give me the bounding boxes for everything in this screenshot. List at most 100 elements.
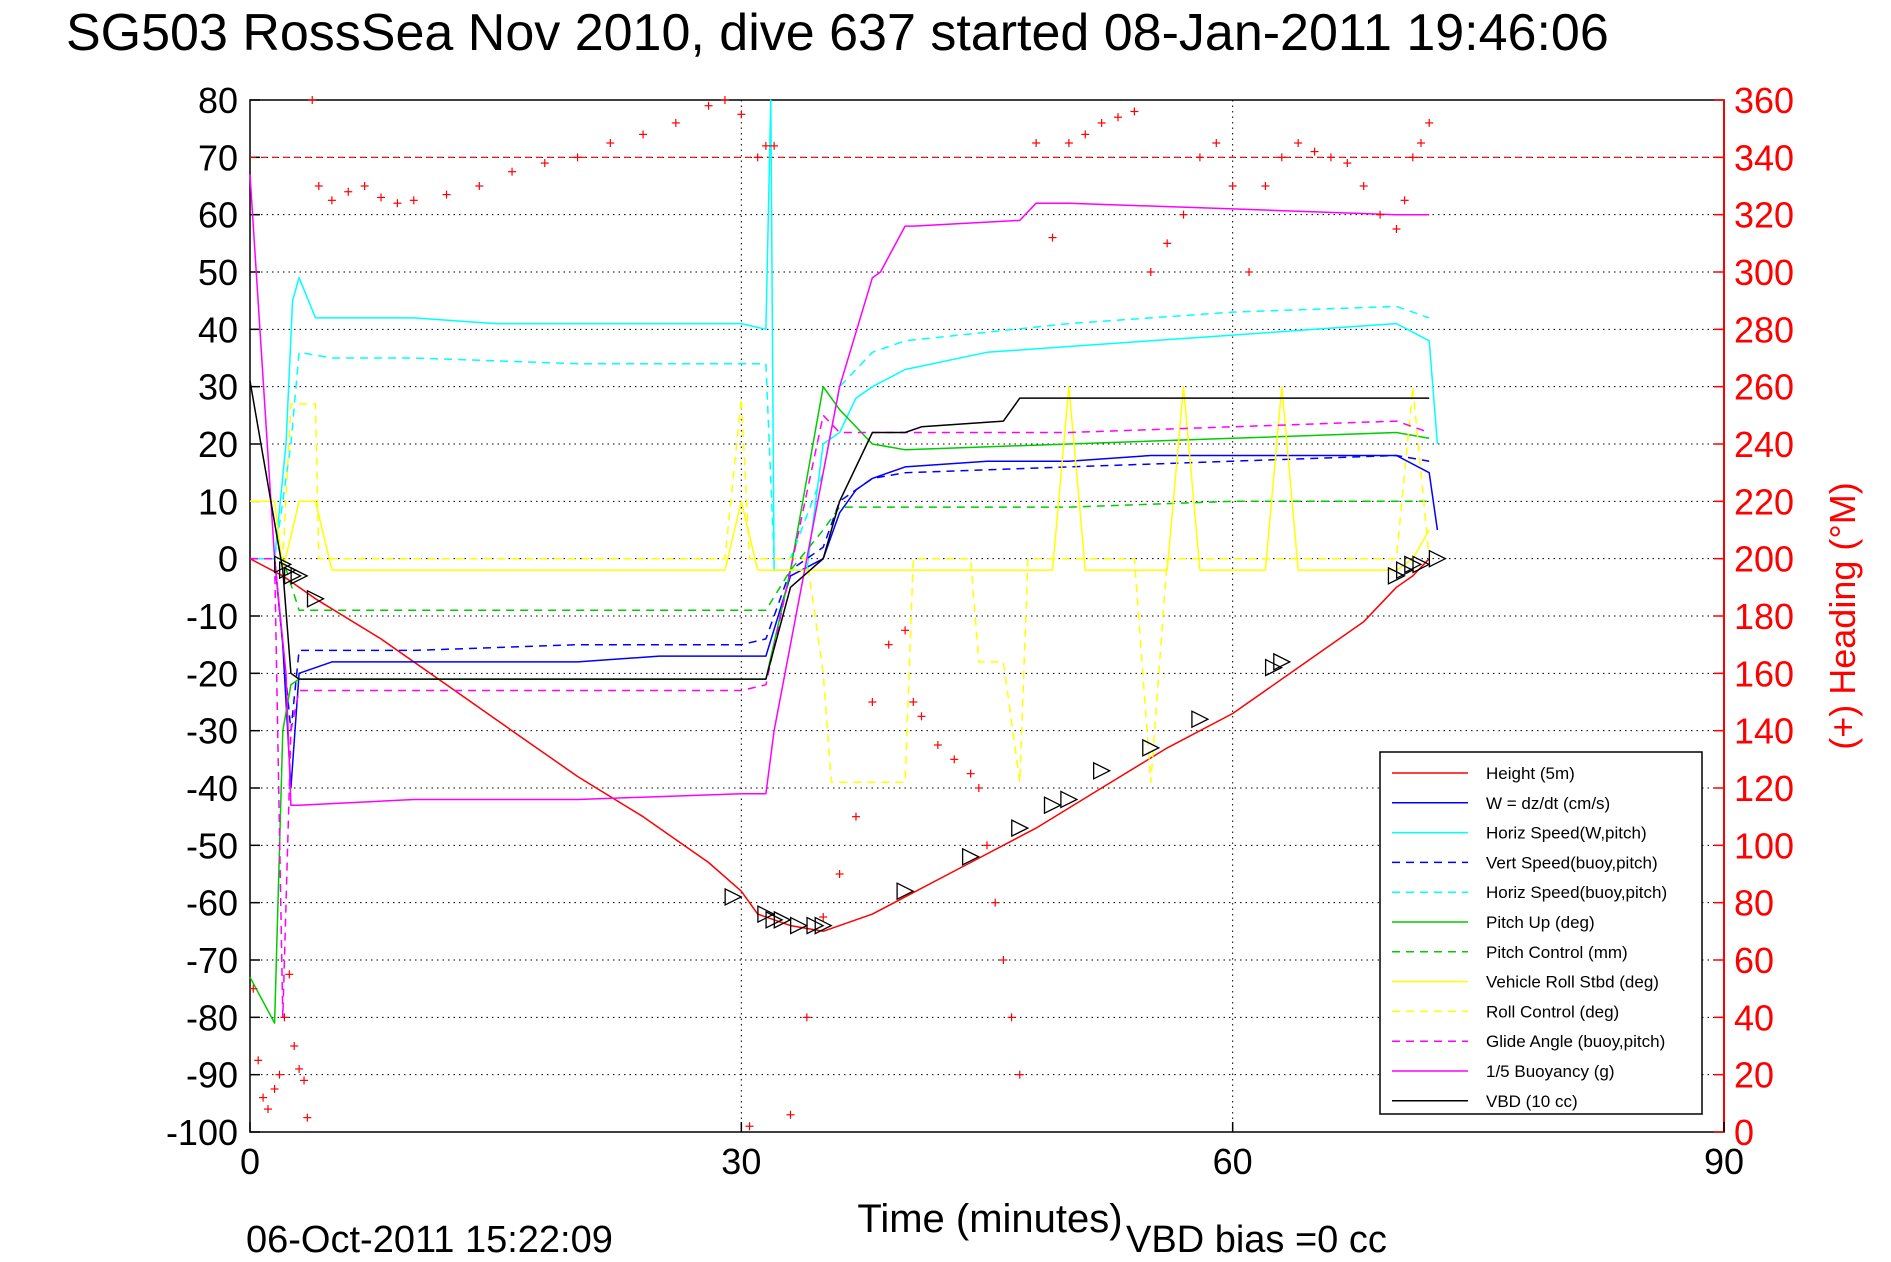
y-tick-label: 80: [198, 80, 238, 121]
heading-point: [933, 741, 942, 749]
heading-point: [909, 698, 918, 706]
y-tick-label: -80: [186, 997, 238, 1038]
heading-point: [409, 196, 418, 205]
heading-point: [1294, 139, 1303, 147]
heading-point: [1245, 268, 1254, 276]
event-marker: [283, 566, 303, 585]
heading-point: [851, 812, 860, 821]
y-tick-label: -60: [186, 883, 238, 924]
y-tick-label: -100: [166, 1112, 238, 1153]
legend-label-11: VBD (10 cc): [1486, 1092, 1578, 1111]
chart-title: SG503 RossSea Nov 2010, dive 637 started…: [66, 4, 1609, 62]
heading-point: [761, 141, 770, 150]
event-marker: [1412, 555, 1431, 574]
heading-point: [508, 167, 517, 176]
series-line-9: [250, 414, 1430, 1019]
heading-point: [606, 139, 615, 147]
footer-vbd-bias: VBD bias =0 cc: [1126, 1219, 1387, 1261]
legend-label-3: Vert Speed(buoy,pitch): [1486, 853, 1658, 872]
event-marker: [896, 882, 915, 901]
heading-point: [300, 1076, 309, 1085]
series-line-5: [249, 385, 1430, 1024]
event-marker: [1191, 710, 1210, 729]
legend-label-10: 1/5 Buoyancy (g): [1486, 1062, 1615, 1081]
y2-tick-label: 300: [1734, 252, 1794, 293]
legend: Height (5m) W = dz/dt (cm/s) Horiz Speed(W…: [1379, 751, 1703, 1115]
heading-point: [1359, 182, 1368, 190]
heading-point: [280, 1013, 289, 1022]
heading-point: [475, 182, 484, 190]
y2-tick-label: 120: [1734, 768, 1794, 809]
heading-point: [999, 956, 1008, 964]
series-line-11: [249, 380, 1430, 680]
event-marker: [274, 555, 293, 574]
heading-point: [295, 1064, 304, 1073]
heading-point: [835, 870, 844, 878]
heading-point: [285, 970, 294, 979]
y-tick-label: -30: [186, 711, 238, 752]
heading-point: [1007, 1013, 1016, 1022]
x-axis-label: Time (minutes): [857, 1197, 1122, 1241]
heading-point: [249, 984, 258, 993]
heading-point: [720, 96, 729, 104]
y-tick-label: 40: [198, 309, 238, 350]
legend-label-6: Pitch Control (mm): [1486, 943, 1628, 962]
series-line-2: [250, 99, 1439, 571]
y2-tick-label: 140: [1734, 711, 1794, 752]
event-marker: [306, 589, 325, 608]
heading-point: [442, 190, 451, 199]
heading-point: [974, 784, 983, 792]
heading-point: [1179, 210, 1188, 219]
y-tick-label: -20: [186, 653, 238, 694]
y2-tick-label: 340: [1734, 137, 1794, 178]
heading-point: [950, 755, 959, 764]
y-tick-label: -70: [186, 940, 238, 981]
heading-point: [1097, 118, 1106, 127]
heading-point: [639, 130, 648, 139]
legend-label-9: Glide Angle (buoy,pitch): [1486, 1032, 1665, 1051]
heading-point: [1408, 153, 1417, 162]
y2-tick-label: 80: [1734, 883, 1774, 924]
series-line-3: [250, 454, 1430, 732]
heading-point: [344, 187, 353, 196]
heading-point: [1048, 233, 1057, 242]
legend-label-7: Vehicle Roll Stbd (deg): [1486, 973, 1659, 992]
heading-point: [1425, 118, 1434, 127]
x-tick-label: 30: [721, 1141, 761, 1182]
y2-tick-label: 200: [1734, 539, 1794, 580]
event-markers: [274, 549, 1447, 935]
heading-point: [1195, 153, 1204, 162]
heading-point: [1343, 159, 1352, 168]
y-tick-label: -90: [186, 1055, 238, 1096]
footer-timestamp: 06-Oct-2011 15:22:09: [246, 1219, 613, 1261]
series-line-8: [250, 385, 1430, 784]
heading-point: [737, 110, 746, 119]
heading-point: [753, 153, 762, 162]
y2-tick-label: 320: [1734, 195, 1794, 236]
y-tick-label: -40: [186, 768, 238, 809]
y2-tick-label: 0: [1734, 1112, 1754, 1153]
heading-point: [745, 1122, 754, 1131]
x-tick-label: 60: [1213, 1141, 1253, 1182]
heading-point: [868, 698, 877, 706]
heading-point: [802, 1013, 811, 1022]
heading-point: [1400, 196, 1409, 205]
heading-point: [303, 1113, 312, 1122]
heading-point: [991, 898, 1000, 907]
heading-point: [1163, 239, 1172, 248]
y2-tick-label: 260: [1734, 367, 1794, 408]
heading-point: [1130, 107, 1139, 116]
event-marker: [290, 566, 309, 585]
series-line-1: [250, 454, 1439, 789]
heading-point: [259, 1093, 268, 1102]
heading-point: [1277, 153, 1286, 162]
y-tick-label: 30: [198, 367, 238, 408]
heading-point: [966, 769, 975, 778]
event-marker: [1011, 819, 1030, 838]
y2-tick-label: 280: [1734, 309, 1794, 350]
event-marker: [1428, 549, 1447, 568]
heading-point: [308, 96, 317, 104]
y-tick-label: 60: [198, 195, 238, 236]
y2-tick-label: 20: [1734, 1055, 1774, 1096]
event-marker: [773, 910, 792, 929]
